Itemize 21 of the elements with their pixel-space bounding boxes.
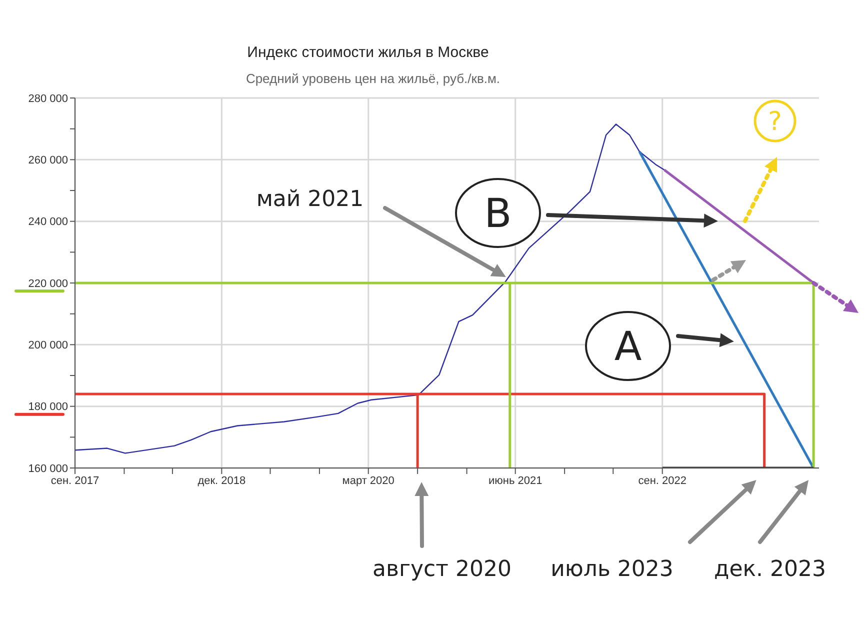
text: август 2020 — [372, 557, 512, 582]
x-tick-label: сен. 2017 — [50, 474, 100, 487]
text: июль 2023 — [550, 557, 674, 582]
y-tick-label: 260 000 — [28, 154, 68, 167]
x-tick-label: март 2020 — [342, 474, 394, 487]
annotation: май 2021 — [256, 187, 364, 212]
y-tick-label: 160 000 — [28, 462, 68, 475]
y-tick-label: 220 000 — [28, 278, 68, 290]
x-tick-label: июнь 2021 — [488, 474, 542, 487]
annotation: A — [614, 324, 642, 370]
text: дек. 2023 — [714, 557, 826, 582]
annotation: ? — [768, 107, 782, 137]
chart-title: Индекс стоимости жилья в Москве — [246, 44, 490, 61]
y-tick-label: 280 000 — [28, 92, 68, 105]
chart-subtitle: Средний уровень цен на жильё, руб./кв.м. — [244, 71, 502, 86]
y-tick-label: 240 000 — [28, 216, 68, 228]
y-tick-label: 200 000 — [28, 340, 68, 352]
annotation: B — [484, 191, 512, 237]
x-tick-label: сен. 2022 — [638, 474, 686, 487]
y-tick-label: 180 000 — [28, 401, 68, 414]
x-tick-label: дек. 2018 — [198, 474, 246, 487]
